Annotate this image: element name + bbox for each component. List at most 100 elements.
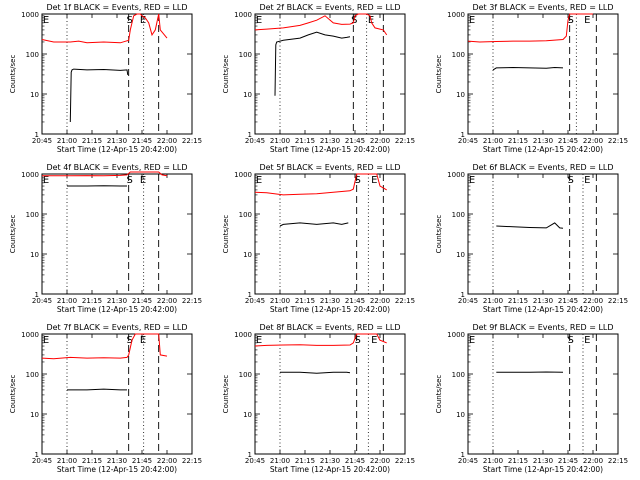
x-tick-label: 22:00 — [370, 457, 390, 465]
x-tick-label: 21:00 — [270, 137, 290, 145]
panel-9: Det 9f BLACK = Events, RED = LLD 20:45 21:… — [435, 323, 628, 474]
y-tick-label: 100 — [239, 51, 252, 59]
saa-start-label: S — [126, 15, 132, 26]
saa-end-label: E — [584, 175, 590, 186]
y-tick-label: 100 — [239, 211, 252, 219]
y-tick-label: 10 — [30, 91, 39, 99]
plot-frame — [254, 333, 406, 455]
x-tick-label: 20:45 — [458, 137, 478, 145]
y-tick-label: 10 — [456, 411, 465, 419]
x-tick-label: 20:45 — [458, 297, 478, 305]
x-tick-label: 21:30 — [107, 297, 127, 305]
y-tick-label: 1 — [35, 131, 39, 139]
eclipse-label: E — [43, 15, 49, 26]
events-series-line — [274, 31, 351, 96]
x-tick-label: 20:45 — [32, 457, 52, 465]
x-tick-label: 21:30 — [533, 137, 553, 145]
y-axis-label: Counts/sec — [9, 55, 17, 94]
saa-start-label: S — [354, 175, 360, 186]
saa-end-label: E — [584, 335, 590, 346]
x-tick-label: 21:15 — [508, 457, 528, 465]
y-tick-label: 10 — [243, 411, 252, 419]
y-tick-label: 1000 — [234, 11, 252, 19]
eclipse-label: E — [469, 335, 475, 346]
x-tick-label: 21:00 — [270, 457, 290, 465]
y-tick-label: 1 — [248, 291, 252, 299]
panel-title: Det 6f BLACK = Events, RED = LLD — [472, 163, 613, 172]
plot-frame — [41, 13, 193, 135]
saa-start-label: S — [126, 175, 132, 186]
panel-6: Det 6f BLACK = Events, RED = LLD 20:45 21:… — [435, 163, 628, 314]
events-series-line — [279, 222, 349, 227]
y-tick-label: 100 — [26, 211, 39, 219]
x-tick-label: 20:45 — [245, 297, 265, 305]
y-tick-label: 100 — [26, 51, 39, 59]
panel-7: Det 7f BLACK = Events, RED = LLD 20:45 21:… — [9, 323, 202, 474]
x-tick-label: 21:30 — [320, 457, 340, 465]
x-tick-label: 22:15 — [395, 297, 415, 305]
panel-title: Det 5f BLACK = Events, RED = LLD — [259, 163, 400, 172]
x-tick-label: 22:00 — [157, 137, 177, 145]
x-tick-label: 21:45 — [345, 297, 365, 305]
y-tick-label: 1000 — [21, 331, 39, 339]
events-series-line — [496, 222, 564, 229]
x-tick-label: 21:00 — [483, 457, 503, 465]
y-tick-label: 1 — [35, 291, 39, 299]
panel-title: Det 3f BLACK = Events, RED = LLD — [472, 3, 613, 12]
panel-title: Det 9f BLACK = Events, RED = LLD — [472, 323, 613, 332]
x-tick-label: 21:30 — [320, 137, 340, 145]
panel-1: Det 1f BLACK = Events, RED = LLD 20:45 21:… — [9, 3, 202, 154]
x-tick-label: 21:15 — [295, 297, 315, 305]
y-tick-label: 1000 — [21, 171, 39, 179]
y-tick-label: 1000 — [234, 331, 252, 339]
lld-series-line — [42, 171, 168, 177]
x-axis-label: Start Time (12-Apr-15 20:42:00) — [270, 465, 390, 474]
x-tick-label: 21:15 — [295, 457, 315, 465]
y-tick-label: 100 — [452, 51, 465, 59]
y-tick-label: 100 — [26, 371, 39, 379]
plot-frame — [254, 13, 406, 135]
y-tick-label: 10 — [243, 91, 252, 99]
x-axis-label: Start Time (12-Apr-15 20:42:00) — [483, 145, 603, 154]
saa-start-label: S — [354, 335, 360, 346]
x-axis-label: Start Time (12-Apr-15 20:42:00) — [270, 305, 390, 314]
x-tick-label: 21:45 — [558, 137, 578, 145]
saa-end-label: E — [140, 15, 146, 26]
x-tick-label: 21:45 — [345, 137, 365, 145]
saa-start-label: S — [567, 15, 573, 26]
y-tick-label: 10 — [243, 251, 252, 259]
y-tick-label: 1 — [248, 451, 252, 459]
y-tick-label: 1 — [461, 131, 465, 139]
y-axis-label: Counts/sec — [222, 215, 230, 254]
x-tick-label: 21:45 — [558, 297, 578, 305]
plot-frame — [41, 173, 193, 295]
x-tick-label: 22:00 — [370, 297, 390, 305]
x-tick-label: 21:45 — [132, 297, 152, 305]
x-tick-label: 20:45 — [458, 457, 478, 465]
y-tick-label: 100 — [452, 211, 465, 219]
eclipse-label: E — [469, 15, 475, 26]
eclipse-label: E — [256, 15, 262, 26]
x-tick-label: 22:15 — [395, 457, 415, 465]
x-tick-label: 21:00 — [483, 297, 503, 305]
eclipse-label: E — [256, 335, 262, 346]
y-tick-label: 100 — [452, 371, 465, 379]
saa-end-label: E — [371, 175, 377, 186]
x-tick-label: 21:30 — [107, 137, 127, 145]
y-tick-label: 1000 — [447, 11, 465, 19]
y-tick-label: 10 — [30, 251, 39, 259]
x-tick-label: 22:15 — [182, 297, 202, 305]
x-tick-label: 20:45 — [245, 457, 265, 465]
x-tick-label: 21:45 — [132, 137, 152, 145]
x-tick-label: 20:45 — [32, 137, 52, 145]
lld-series-line — [254, 13, 388, 36]
x-tick-label: 22:00 — [157, 297, 177, 305]
y-tick-label: 1 — [461, 291, 465, 299]
panel-8: Det 8f BLACK = Events, RED = LLD 20:45 21:… — [222, 323, 415, 474]
panel-title: Det 1f BLACK = Events, RED = LLD — [46, 3, 187, 12]
events-series-line — [67, 388, 127, 391]
x-tick-label: 21:00 — [483, 137, 503, 145]
x-tick-label: 21:15 — [508, 137, 528, 145]
eclipse-label: E — [469, 175, 475, 186]
events-series-line — [280, 371, 351, 374]
